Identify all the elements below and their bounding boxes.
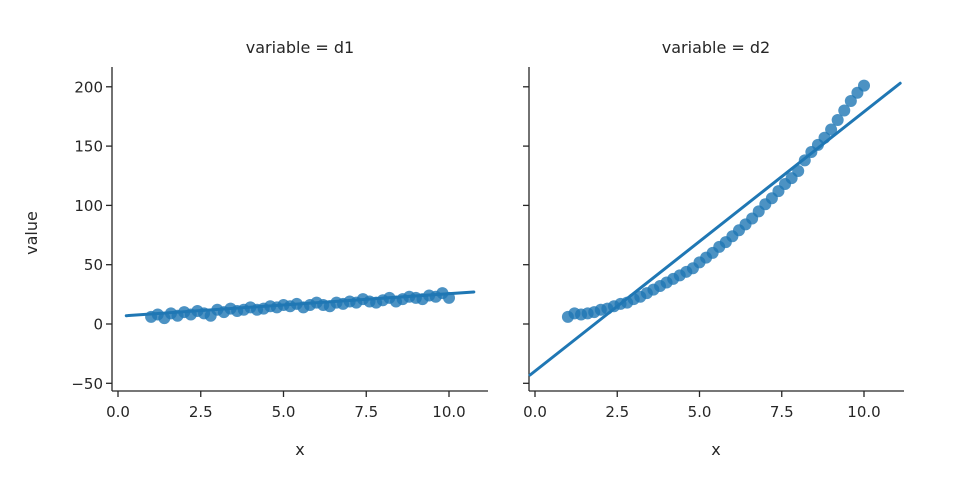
- x-tick-label: 2.5: [189, 403, 213, 421]
- x-axis-ticks: 0.0 2.5 5.0 7.5 10.0: [523, 391, 881, 421]
- data-point: [844, 95, 857, 108]
- regression-line-d2: [528, 81, 902, 377]
- x-tick-label: 2.5: [605, 403, 629, 421]
- panel-d2: variable = d2 0.0 2.5 5.0 7.5 10.0 x: [523, 38, 904, 459]
- y-axis-ticks: [523, 86, 529, 384]
- scatter-points-d2: [561, 79, 870, 323]
- y-axis-ticks: −50 0 50 100 150 200: [71, 78, 112, 393]
- x-tick-label: 0.0: [523, 403, 547, 421]
- y-tick-label: 200: [74, 78, 103, 96]
- regression-line-d1: [124, 290, 476, 318]
- x-tick-label: 10.0: [432, 403, 465, 421]
- y-tick-label: 150: [74, 138, 103, 156]
- x-tick-label: 7.5: [354, 403, 378, 421]
- data-point: [825, 123, 838, 136]
- x-axis-ticks: 0.0 2.5 5.0 7.5 10.0: [106, 391, 466, 421]
- y-axis-label: value: [22, 211, 41, 255]
- data-point: [838, 104, 851, 117]
- x-tick-label: 10.0: [847, 403, 880, 421]
- x-axis-label: x: [711, 440, 720, 459]
- x-tick-label: 7.5: [770, 403, 794, 421]
- x-axis-label: x: [295, 440, 304, 459]
- x-tick-label: 5.0: [272, 403, 296, 421]
- data-point: [831, 114, 844, 127]
- x-tick-label: 5.0: [688, 403, 712, 421]
- data-point: [858, 79, 870, 92]
- panel-title-d2: variable = d2: [662, 38, 770, 57]
- panel-title-d1: variable = d1: [246, 38, 354, 57]
- data-point: [792, 165, 805, 178]
- scatter-points-d1: [145, 287, 455, 325]
- panel-d1: variable = d1 −50 0 50 100 150 200 0.0 2.5 5.0 7…: [71, 38, 488, 459]
- y-tick-label: 0: [93, 316, 103, 334]
- x-tick-label: 0.0: [106, 403, 130, 421]
- y-tick-label: −50: [71, 375, 103, 393]
- y-tick-label: 50: [84, 256, 103, 274]
- y-tick-label: 100: [74, 197, 103, 215]
